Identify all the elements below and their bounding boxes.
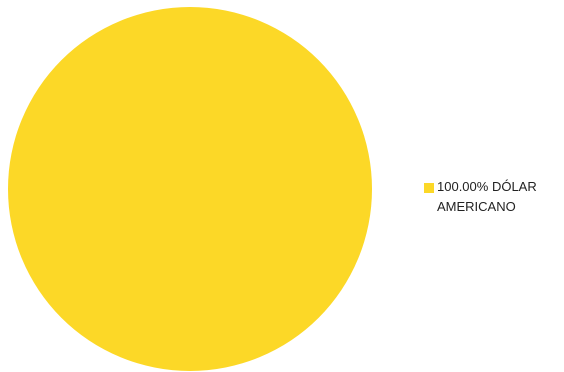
pie-slices — [8, 7, 372, 371]
legend-label-first-line: DÓLAR — [491, 179, 537, 194]
legend-label-line2: AMERICANO — [437, 199, 516, 214]
legend-swatch — [424, 183, 434, 193]
pie-slice-0 — [8, 7, 372, 371]
legend-percent: 100.00% — [437, 179, 489, 194]
legend-label-line1: 100.00% DÓLAR — [437, 177, 537, 197]
legend: 100.00% DÓLAR AMERICANO — [424, 179, 564, 217]
legend-label: 100.00% DÓLAR AMERICANO — [437, 177, 537, 217]
